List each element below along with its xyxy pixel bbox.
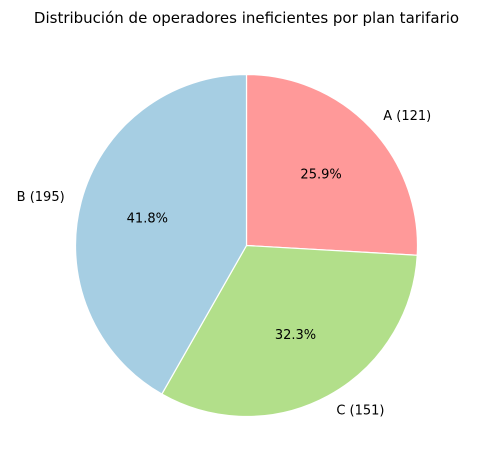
slice-percent-c: 32.3% bbox=[275, 328, 316, 343]
chart-title: Distribución de operadores ineficientes … bbox=[34, 9, 459, 27]
slice-label-a: A (121) bbox=[383, 109, 431, 124]
slice-label-c: C (151) bbox=[336, 403, 384, 418]
pie-slice-b bbox=[74, 73, 248, 395]
pie-labels: A (121) 25.9% C (151) 32.3% B (195) 41.8% bbox=[17, 109, 432, 418]
pie-slices bbox=[74, 73, 419, 418]
slice-label-b: B (195) bbox=[17, 190, 65, 205]
slice-percent-b: 41.8% bbox=[127, 212, 168, 227]
pie-slice-c bbox=[161, 244, 418, 418]
pie-slice-a bbox=[245, 73, 419, 256]
slice-percent-a: 25.9% bbox=[300, 168, 341, 183]
